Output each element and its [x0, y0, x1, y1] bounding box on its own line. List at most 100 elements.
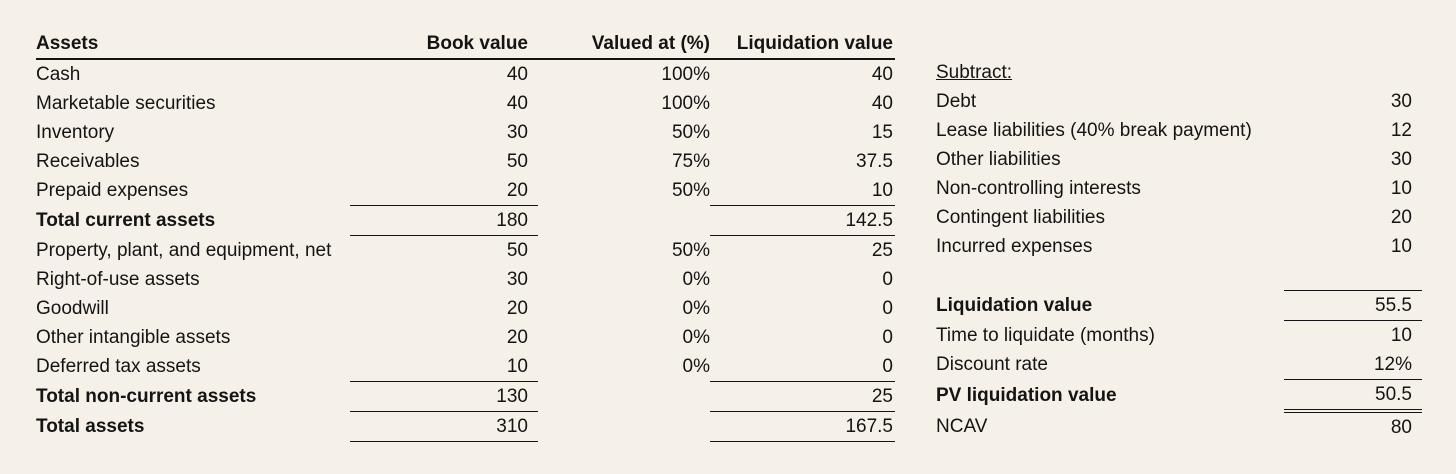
value-cell: 12 — [1390, 120, 1412, 141]
table-row: Debt 30 — [936, 87, 1422, 116]
value-cell: 30 — [1390, 149, 1412, 170]
table-row: Cash 40 100% 40 — [36, 59, 895, 89]
value-cell: 10 — [1390, 236, 1412, 257]
table-row: Marketable securities 40 100% 40 — [36, 89, 895, 118]
book-value-cell: 40 — [506, 64, 528, 85]
value-cell: 10 — [1390, 325, 1412, 346]
liq-value-cell: 40 — [871, 64, 893, 85]
book-value-cell: 310 — [350, 411, 538, 442]
table-row: Non-controlling interests 10 — [936, 174, 1422, 203]
liq-value-cell: 0 — [882, 327, 893, 348]
liq-value-cell: 167.5 — [710, 411, 895, 442]
row-label: Incurred expenses — [936, 236, 1093, 257]
row-label: Non-controlling interests — [936, 178, 1141, 199]
liq-value-cell: 0 — [882, 269, 893, 290]
liq-value-cell: 25 — [710, 381, 895, 412]
table-row: Deferred tax assets 10 0% 0 — [36, 352, 895, 382]
row-label: NCAV — [936, 416, 988, 437]
book-value-cell: 40 — [506, 93, 528, 114]
book-value-cell: 180 — [350, 205, 538, 236]
pct-cell — [538, 206, 710, 236]
table-row: Other liabilities 30 — [936, 145, 1422, 174]
row-label: Time to liquidate (months) — [936, 324, 1155, 346]
row-label: Total assets — [36, 416, 145, 437]
book-value-cell: 50 — [506, 240, 528, 261]
row-label: Liquidation value — [936, 295, 1093, 316]
assets-table: Assets Book value Valued at (%) Liquidat… — [36, 29, 895, 442]
pct-cell: 50% — [671, 180, 710, 202]
book-value-cell: 20 — [350, 176, 538, 206]
pct-cell: 75% — [671, 151, 710, 172]
row-label — [936, 261, 1284, 291]
col-header-valued-at: Valued at (%) — [538, 29, 710, 60]
value-cell: 12% — [1284, 350, 1422, 380]
liq-value-cell: 142.5 — [710, 205, 895, 236]
book-value-cell: 20 — [506, 327, 528, 348]
row-label: Property, plant, and equipment, net — [36, 239, 332, 261]
table-row-liquidation-value: Liquidation value 55.5 — [936, 290, 1422, 321]
row-label: Other liabilities — [936, 149, 1061, 170]
col-header-liquidation-value: Liquidation value — [710, 29, 895, 60]
row-label: Contingent liabilities — [936, 207, 1105, 228]
book-value-cell: 30 — [506, 269, 528, 290]
table-row: Discount rate 12% — [936, 350, 1422, 380]
table-row: Prepaid expenses 20 50% 10 — [36, 176, 895, 206]
table-row: Property, plant, and equipment, net 50 5… — [36, 236, 895, 266]
liq-value-cell: 37.5 — [856, 151, 893, 172]
row-label: Debt — [936, 91, 977, 112]
value-cell: 55.5 — [1284, 290, 1422, 321]
pct-cell — [538, 412, 710, 442]
pct-cell: 0% — [682, 269, 710, 290]
row-label: Discount rate — [936, 354, 1048, 376]
table-row: Receivables 50 75% 37.5 — [36, 147, 895, 176]
row-label: Total non-current assets — [36, 386, 257, 407]
pct-cell: 100% — [661, 93, 710, 114]
pct-cell: 50% — [671, 122, 710, 143]
assets-header-row: Assets Book value Valued at (%) Liquidat… — [36, 29, 895, 60]
table-row-ncav: NCAV 80 — [936, 411, 1422, 442]
row-label: Cash — [36, 64, 81, 85]
pct-cell: 50% — [671, 239, 710, 261]
row-label: Prepaid expenses — [36, 180, 189, 202]
pct-cell: 100% — [661, 64, 710, 85]
value-cell: 10 — [1390, 178, 1412, 199]
subtract-title: Subtract: — [936, 62, 1013, 83]
table-row-total-current-assets: Total current assets 180 142.5 — [36, 205, 895, 236]
table-row: Contingent liabilities 20 — [936, 203, 1422, 232]
value-cell: 50.5 — [1284, 379, 1422, 413]
table-row: Right-of-use assets 30 0% 0 — [36, 265, 895, 294]
liq-value-cell: 25 — [871, 240, 893, 261]
table-row: Inventory 30 50% 15 — [36, 118, 895, 147]
subtract-header-row: Subtract: — [936, 58, 1422, 87]
liq-value-cell: 15 — [871, 122, 893, 143]
pct-cell: 0% — [682, 327, 710, 348]
row-label: Lease liabilities (40% break payment) — [936, 120, 1252, 141]
row-label: Marketable securities — [36, 93, 216, 114]
row-label: Deferred tax assets — [36, 356, 201, 378]
book-value-cell: 50 — [506, 151, 528, 172]
pct-cell: 0% — [682, 298, 710, 319]
row-label: Goodwill — [36, 298, 109, 319]
spacer-row — [936, 261, 1422, 291]
row-label: Inventory — [36, 122, 115, 143]
table-row-total-assets: Total assets 310 167.5 — [36, 411, 895, 442]
liq-value-cell: 0 — [710, 352, 895, 382]
liq-value-cell: 10 — [710, 176, 895, 206]
row-label: Other intangible assets — [36, 327, 231, 348]
row-label: Receivables — [36, 151, 140, 172]
book-value-cell: 10 — [350, 352, 538, 382]
row-label: Right-of-use assets — [36, 269, 200, 290]
value-cell: 20 — [1390, 207, 1412, 228]
liq-value-cell: 40 — [871, 93, 893, 114]
table-row-total-non-current-assets: Total non-current assets 130 25 — [36, 381, 895, 412]
liq-value-cell: 0 — [882, 298, 893, 319]
row-label: PV liquidation value — [936, 384, 1117, 406]
row-label: Total current assets — [36, 210, 216, 231]
book-value-cell: 20 — [506, 298, 528, 319]
value-cell: 80 — [1390, 417, 1412, 438]
book-value-cell: 30 — [506, 122, 528, 143]
table-row: Lease liabilities (40% break payment) 12 — [936, 116, 1422, 145]
table-row-pv-liquidation-value: PV liquidation value 50.5 — [936, 379, 1422, 413]
pct-cell: 0% — [682, 356, 710, 378]
